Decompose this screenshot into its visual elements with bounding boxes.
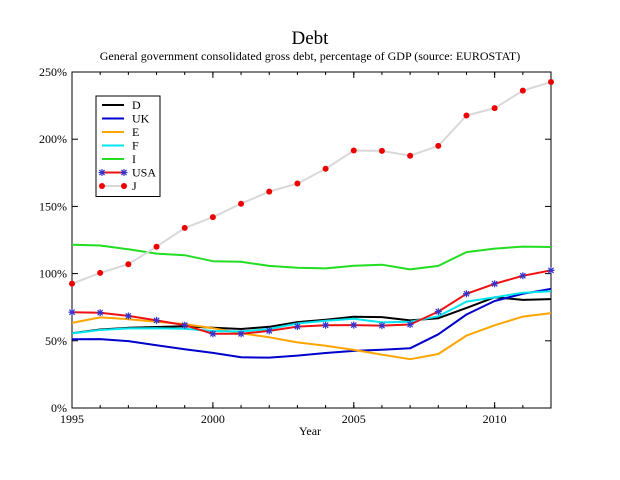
legend-label: E	[132, 125, 139, 139]
legend-item: USA	[98, 166, 156, 180]
data-point	[153, 243, 160, 250]
data-point	[294, 180, 301, 187]
series-line	[71, 290, 552, 335]
legend-item: E	[102, 125, 139, 139]
x-axis-label: Year	[299, 424, 321, 438]
x-tick-label: 2005	[342, 412, 366, 426]
legend-item: J	[99, 179, 137, 193]
y-tick-label: 100%	[39, 267, 67, 281]
data-point	[434, 308, 442, 316]
data-point	[378, 322, 386, 330]
data-point	[519, 272, 527, 280]
data-point	[238, 200, 245, 207]
data-point	[237, 330, 245, 338]
chart-subtitle: General government consolidated gross de…	[100, 49, 520, 63]
data-point	[125, 261, 132, 268]
legend-label: I	[132, 152, 136, 166]
data-point	[519, 87, 526, 94]
data-point	[98, 169, 106, 176]
series-d	[71, 296, 552, 335]
series-line	[71, 80, 552, 285]
data-point	[121, 183, 127, 189]
y-tick-label: 150%	[39, 199, 67, 213]
data-point	[293, 323, 301, 331]
data-point	[463, 112, 470, 119]
y-tick-label: 0%	[51, 401, 67, 415]
data-point	[99, 183, 105, 189]
plot-area	[71, 71, 552, 409]
series-i	[71, 243, 552, 271]
data-point	[97, 269, 104, 276]
data-point	[462, 290, 470, 298]
data-point	[69, 280, 75, 287]
data-point	[547, 266, 555, 274]
legend-item: F	[102, 139, 139, 153]
data-point	[406, 321, 414, 329]
x-tick-label: 2010	[483, 412, 507, 426]
series-line	[71, 287, 552, 359]
series-uk	[71, 287, 552, 359]
x-tick-label: 1995	[60, 412, 84, 426]
data-point	[435, 142, 442, 149]
legend-label: USA	[132, 166, 156, 180]
series-line	[71, 243, 552, 271]
data-point	[491, 105, 498, 112]
series-line	[71, 269, 552, 335]
y-tick-label: 50%	[45, 334, 67, 348]
data-point	[548, 78, 554, 85]
data-point	[68, 308, 76, 316]
data-point	[153, 316, 161, 324]
x-tick-label: 2000	[201, 412, 225, 426]
legend-item: D	[102, 98, 141, 112]
axis-ticks: 0% 50% 100% 150% 200% 250% 1995 2000 2005 2010	[39, 65, 551, 426]
series-e	[71, 312, 552, 361]
data-point	[407, 152, 414, 159]
series-line	[71, 296, 552, 335]
data-point	[124, 312, 132, 320]
data-point	[491, 280, 499, 288]
series-usa	[68, 266, 555, 338]
data-point	[209, 214, 216, 221]
data-point	[350, 321, 358, 329]
data-point	[322, 321, 330, 329]
data-point	[322, 165, 329, 172]
chart-title: Debt	[292, 28, 330, 49]
legend-item: I	[102, 152, 136, 166]
series-layer	[68, 78, 555, 361]
y-tick-label: 250%	[39, 65, 67, 79]
series-f	[71, 290, 552, 335]
legend-label: F	[132, 139, 139, 153]
data-point	[120, 169, 128, 176]
y-tick-label: 200%	[39, 132, 67, 146]
legend-label: UK	[132, 112, 150, 126]
legend-item: UK	[102, 112, 150, 126]
legend-label: J	[132, 179, 137, 193]
series-j	[69, 78, 554, 287]
data-point	[350, 147, 357, 154]
data-point	[266, 188, 273, 195]
data-point	[378, 147, 385, 154]
data-point	[265, 327, 273, 335]
data-point	[209, 330, 217, 338]
data-point	[96, 309, 104, 317]
data-point	[181, 224, 188, 231]
data-point	[181, 321, 189, 329]
series-line	[71, 312, 552, 361]
legend-label: D	[132, 98, 141, 112]
